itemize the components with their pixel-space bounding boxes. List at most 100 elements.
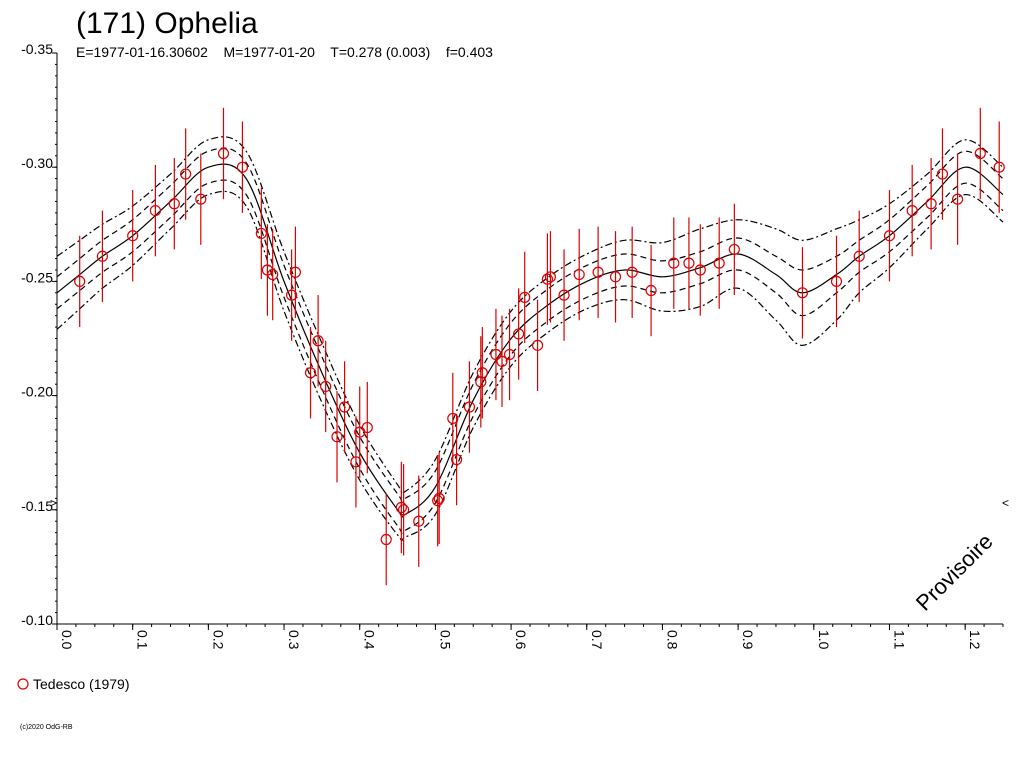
data-point — [149, 204, 161, 217]
data-point — [906, 204, 918, 217]
data-point — [974, 147, 986, 160]
copyright-text: (c)2020 OdG-RB — [20, 724, 73, 731]
data-point — [286, 289, 298, 301]
data-point — [267, 268, 279, 281]
data-point — [320, 380, 332, 393]
data-point — [668, 257, 680, 269]
chart-title: (171) Ophelia — [76, 7, 258, 40]
data-point — [626, 266, 638, 278]
y-tick-label: -0.25 — [21, 269, 53, 285]
y-tick-label: -0.30 — [21, 155, 53, 171]
fit-band-outer-upper — [56, 190, 1004, 542]
data-point — [433, 492, 445, 504]
chart-subtitle: E=1977-01-16.30602 M=1977-01-20 T=0.278 … — [76, 44, 493, 60]
legend-marker — [17, 678, 29, 690]
x-tick-label: 0.5 — [437, 630, 453, 650]
data-point — [496, 355, 508, 367]
data-point — [541, 273, 554, 285]
data-point — [592, 266, 604, 278]
data-point — [513, 328, 525, 340]
data-point — [796, 287, 809, 299]
x-tick-label: 0.0 — [59, 630, 75, 650]
data-point — [338, 401, 351, 413]
fit-curve — [56, 163, 1004, 518]
data-point — [713, 257, 725, 269]
fit-band-inner-upper — [56, 179, 1004, 534]
x-tick-label: 0.2 — [210, 630, 226, 650]
data-point — [180, 168, 192, 180]
x-tick-label: 0.4 — [362, 630, 378, 650]
data-point — [476, 367, 488, 379]
x-tick-label: 0.9 — [740, 630, 756, 650]
data-point — [951, 193, 964, 205]
x-tick-label: 1.1 — [891, 630, 907, 650]
data-point — [447, 412, 459, 425]
data-point — [573, 268, 585, 281]
y-tick-label: -0.35 — [21, 41, 53, 57]
x-tick-label: 0.7 — [589, 630, 605, 650]
data-point — [728, 243, 740, 256]
right-marker: < — [1002, 496, 1009, 510]
y-tick-labels: -0.35 -0.30 -0.25 -0.20 -0.15 -0.10 — [21, 41, 53, 628]
data-point — [490, 348, 502, 361]
data-point — [544, 271, 557, 283]
data-point — [304, 367, 317, 379]
data-point — [463, 401, 476, 413]
data-point — [558, 289, 570, 301]
data-point — [683, 257, 695, 269]
data-point — [694, 264, 706, 276]
data-point — [127, 230, 139, 242]
data-point — [168, 198, 180, 210]
y-tick-label: -0.10 — [21, 612, 53, 628]
x-tick-label: 0.1 — [135, 630, 151, 650]
axes — [52, 52, 1004, 630]
data-point — [380, 533, 392, 546]
data-point — [236, 161, 249, 173]
left-marker: > — [50, 496, 57, 510]
data-point — [395, 501, 407, 514]
data-point — [312, 335, 324, 347]
data-point — [289, 266, 301, 278]
data-point — [74, 275, 86, 287]
data-point — [255, 227, 267, 240]
data-point — [350, 456, 362, 468]
data-point — [331, 431, 343, 443]
data-point — [450, 453, 463, 466]
y-tick-label: -0.20 — [21, 384, 53, 400]
x-tick-label: 1.0 — [816, 630, 832, 650]
data-point — [503, 348, 516, 361]
fit-band-outer-lower — [56, 136, 1004, 495]
data-point — [853, 250, 865, 262]
x-tick-label: 0.3 — [286, 630, 302, 650]
data-point — [519, 291, 531, 303]
x-tick-label: 1.2 — [967, 630, 983, 650]
data-point — [883, 230, 896, 242]
data-point — [432, 495, 444, 507]
data-point — [413, 515, 425, 527]
x-tick-label: 0.8 — [664, 630, 680, 650]
data-point — [361, 421, 373, 434]
data-points — [74, 147, 1005, 546]
legend: Tedesco (1979) — [17, 676, 130, 692]
error-bars — [79, 107, 1000, 586]
data-point — [475, 376, 487, 388]
x-tick-labels: 0.0 0.1 0.2 0.3 0.4 0.5 0.6 0.7 0.8 0.9 1.0 1.1 1.2 — [59, 630, 983, 650]
fit-curves — [56, 136, 1004, 542]
x-tick-label: 0.6 — [513, 630, 529, 650]
data-point — [993, 161, 1005, 173]
data-point — [195, 193, 207, 205]
data-point — [925, 198, 937, 210]
data-point — [609, 271, 622, 283]
data-point — [398, 504, 410, 516]
data-point — [830, 275, 843, 287]
y-tick-label: -0.15 — [21, 498, 53, 514]
data-point — [531, 339, 544, 351]
data-point — [936, 168, 949, 180]
data-point — [96, 250, 109, 262]
watermark-provisoire: Provisoire — [911, 529, 998, 616]
data-point — [645, 284, 657, 297]
legend-label: Tedesco (1979) — [33, 676, 130, 692]
data-point — [217, 147, 230, 160]
